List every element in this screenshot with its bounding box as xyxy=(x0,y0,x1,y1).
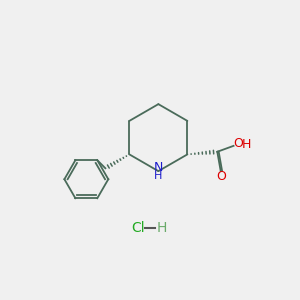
Text: H: H xyxy=(157,221,167,235)
Text: N: N xyxy=(154,161,163,174)
Text: O: O xyxy=(234,137,244,151)
Text: H: H xyxy=(242,138,251,151)
Text: Cl: Cl xyxy=(131,221,144,235)
Text: O: O xyxy=(216,170,226,183)
Text: H: H xyxy=(154,171,163,181)
